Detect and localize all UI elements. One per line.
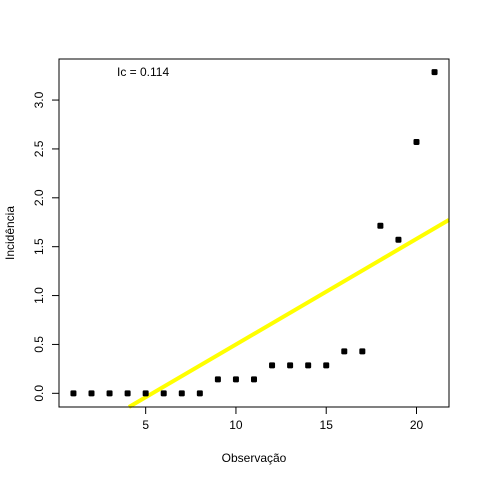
y-tick-label: 0.5 (32, 336, 46, 353)
data-point (214, 376, 221, 383)
data-point (305, 362, 312, 369)
data-point (359, 348, 366, 355)
data-point (106, 390, 113, 397)
y-axis-title: Incidência (3, 206, 17, 260)
data-point (70, 390, 77, 397)
y-tick-label: 2.5 (32, 140, 46, 157)
plot-frame (58, 58, 450, 408)
data-point (142, 390, 149, 397)
data-point (232, 376, 239, 383)
y-tick-label: 2.0 (32, 189, 46, 206)
data-point (395, 236, 402, 243)
fit-line-layer (127, 218, 451, 409)
fit-line (127, 218, 451, 409)
x-axis-title: Observação (222, 451, 287, 465)
data-point (323, 362, 330, 369)
data-point (377, 222, 384, 229)
x-tick-label: 20 (410, 418, 424, 432)
y-tick-label: 1.0 (32, 287, 46, 304)
y-tick-label: 3.0 (32, 91, 46, 108)
ic-annotation: Ic = 0.114 (117, 65, 169, 79)
data-point (124, 390, 131, 397)
x-axis: 5 10 15 20 (142, 406, 424, 432)
points-layer (70, 69, 438, 397)
y-axis: 0.0 0.5 1.0 1.5 2.0 2.5 3.0 (32, 91, 60, 402)
data-point (269, 362, 276, 369)
x-tick-label: 15 (320, 418, 334, 432)
data-point (196, 390, 203, 397)
x-tick-label: 10 (229, 418, 243, 432)
data-point (160, 390, 167, 397)
y-tick-label: 0.0 (32, 385, 46, 402)
data-point (251, 376, 257, 383)
data-point (413, 138, 420, 145)
y-tick-label: 1.5 (32, 238, 46, 255)
data-point (431, 69, 438, 76)
x-tick-label: 5 (142, 418, 149, 432)
data-point (341, 348, 348, 355)
data-point (178, 390, 185, 397)
data-point (287, 362, 294, 369)
data-point (88, 390, 95, 397)
